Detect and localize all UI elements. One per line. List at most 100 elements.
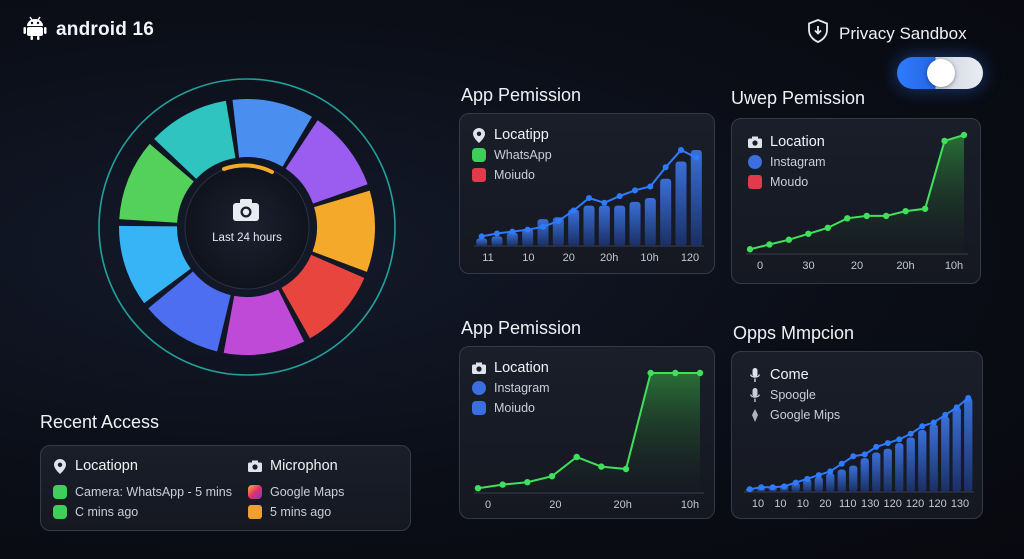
chart-bar <box>506 232 518 246</box>
recent-access-card[interactable]: Locatiopn Camera: WhatsApp - 5 mins C mi… <box>40 445 411 531</box>
instagram-icon <box>472 381 486 395</box>
camera-icon <box>472 361 486 375</box>
x-tick-label: 0 <box>485 499 491 511</box>
chart-bar <box>491 236 503 246</box>
privacy-sandbox-text: Privacy Sandbox <box>839 23 967 43</box>
chart-point <box>540 223 546 230</box>
ring-segment[interactable] <box>285 120 368 204</box>
shield-icon <box>806 18 830 49</box>
panel2-item-3: Moudo <box>770 175 809 189</box>
chart-bar <box>895 443 904 492</box>
panel2-title: Uwep Pemission <box>731 88 866 108</box>
chart-point <box>662 164 669 171</box>
recent-microphone-column: Microphon Google Maps 5 mins ago <box>248 456 344 522</box>
x-tick-label: 10h <box>640 252 658 264</box>
microphone-icon <box>748 367 762 382</box>
recent-row[interactable]: C mins ago <box>53 502 232 522</box>
panel4-chart: 10 10 10 20 110 130 120 120 120 130 <box>744 395 974 510</box>
chart-bar <box>522 228 534 246</box>
red-app-icon <box>748 175 762 189</box>
x-tick-label: 10 <box>522 252 534 264</box>
chart-point <box>746 486 753 493</box>
panel2-card[interactable]: Location Instagram Moudo 0 30 20 20h 10h <box>731 118 981 284</box>
chart-point <box>815 472 822 479</box>
chart-point <box>632 187 638 194</box>
chart-bar <box>537 219 549 246</box>
chart-point <box>953 404 960 411</box>
whatsapp-icon <box>472 148 486 162</box>
chart-bar <box>476 238 488 246</box>
panel4-item-3: Google Mips <box>770 408 841 422</box>
x-tick-label: 120 <box>928 498 946 510</box>
panel1-title: App Pemission <box>461 85 582 105</box>
chart-bar <box>929 424 938 492</box>
chart-point <box>524 226 531 233</box>
chart-point <box>942 411 949 418</box>
panel3-item-3: Moiudo <box>494 401 535 415</box>
chart-bar <box>552 217 564 246</box>
ring-segment[interactable] <box>232 99 312 167</box>
panel2-chart: 0 30 20 20h 10h <box>746 131 968 272</box>
chart-point <box>693 154 700 161</box>
panel1-card[interactable]: Locatipp WhatsApp Moiudo 11 10 20 20h 10h 120 <box>459 113 715 274</box>
privacy-sandbox-toggle[interactable] <box>897 57 983 89</box>
green-app-icon <box>53 505 67 519</box>
usage-ring-svg <box>98 78 396 376</box>
recent-row[interactable]: Camera: WhatsApp - 5 mins <box>53 482 232 502</box>
chart-point <box>804 475 811 482</box>
chart-point <box>792 479 799 486</box>
chart-point <box>555 218 562 225</box>
x-tick-label: 10 <box>797 498 809 510</box>
maps-icon <box>748 408 762 422</box>
x-tick-label: 0 <box>757 260 763 272</box>
chart-point <box>766 241 773 248</box>
chart-point <box>921 205 929 212</box>
orange-app-icon <box>248 505 262 519</box>
chart-point <box>601 199 608 206</box>
chart-area <box>750 135 964 254</box>
panel4-card[interactable]: Come Spoogle Google Mips 10 10 10 20 110 130 1… <box>731 351 983 519</box>
panel3-card[interactable]: Location Instagram Moiudo 0 20 20h 10h <box>459 346 715 519</box>
panel4-item-1: Come <box>770 367 809 383</box>
chart-bar <box>614 205 626 246</box>
camera-icon <box>233 199 259 221</box>
x-tick-label: 20h <box>600 252 618 264</box>
chart-point <box>781 483 788 490</box>
panel1-item-1: Locatipp <box>494 127 549 143</box>
chart-point <box>622 465 630 473</box>
chart-point <box>960 131 968 139</box>
recent-microphone-header: Microphon <box>270 458 338 474</box>
instagram-icon <box>248 485 262 499</box>
ring-segment[interactable] <box>312 190 375 272</box>
x-tick-label: 30 <box>802 260 814 272</box>
chart-bar <box>837 469 846 492</box>
recent-location-column: Locatiopn Camera: WhatsApp - 5 mins C mi… <box>53 456 232 522</box>
chart-point <box>769 484 776 491</box>
ring-segment[interactable] <box>119 143 194 223</box>
recent-row[interactable]: Google Maps <box>248 482 344 502</box>
chart-point <box>902 207 909 215</box>
ring-segment[interactable] <box>154 100 236 179</box>
chart-point <box>827 468 834 475</box>
panel3-item-1: Location <box>494 360 549 376</box>
chart-bar <box>918 429 927 492</box>
x-tick-label: 130 <box>861 498 879 510</box>
chart-point <box>746 246 754 253</box>
chart-point <box>616 193 623 200</box>
chart-point <box>919 423 926 430</box>
chart-bar <box>583 205 595 246</box>
chart-series-line <box>749 134 965 251</box>
ring-segment[interactable] <box>148 271 231 352</box>
chart-point <box>896 436 903 443</box>
recent-row-label: Camera: WhatsApp - 5 mins <box>75 485 232 499</box>
chart-bar <box>906 437 915 492</box>
recent-row[interactable]: 5 mins ago <box>248 502 344 522</box>
chart-point <box>965 395 972 401</box>
chart-bar <box>803 478 812 492</box>
ring-segment[interactable] <box>223 289 305 355</box>
x-tick-label: 20h <box>896 260 914 272</box>
ring-segment[interactable] <box>119 225 191 304</box>
x-tick-label: 110 <box>839 498 857 510</box>
ring-segment[interactable] <box>281 254 365 339</box>
recent-row-label: Google Maps <box>270 485 345 499</box>
